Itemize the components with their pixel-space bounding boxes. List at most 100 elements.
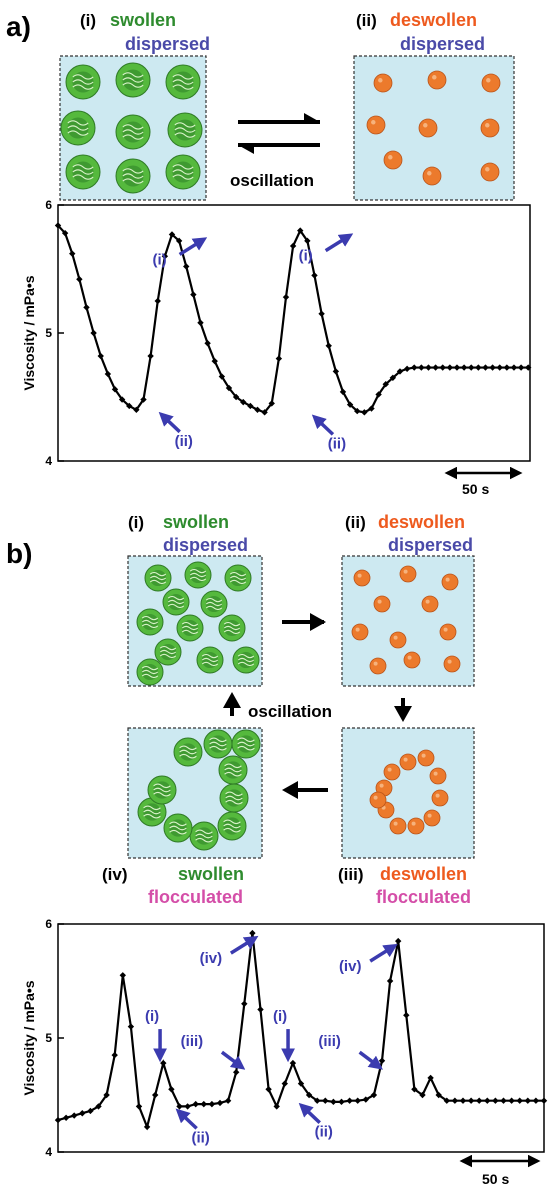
data-point <box>54 222 62 229</box>
data-point <box>516 1097 523 1104</box>
data-point <box>468 364 475 371</box>
panel-a-oscillation-label: oscillation <box>230 171 314 190</box>
swollen-microgel <box>115 62 151 98</box>
swollen-microgel <box>219 783 249 813</box>
data-point <box>322 1097 329 1104</box>
swollen-microgel <box>231 729 261 759</box>
data-point <box>524 1097 531 1104</box>
data-point <box>261 409 268 416</box>
swollen-microgel <box>60 110 96 146</box>
data-point <box>168 231 176 238</box>
data-point <box>475 364 482 371</box>
data-point <box>208 1100 216 1108</box>
swollen-microgel <box>189 821 219 851</box>
data-point <box>496 364 503 371</box>
data-point <box>152 1091 159 1099</box>
data-point <box>339 388 347 396</box>
data-point <box>161 253 169 260</box>
annotation-label: (ii) <box>175 433 193 450</box>
panel-b-state-iv-roman: (iv) <box>102 865 128 884</box>
swollen-microgel <box>224 564 252 592</box>
deswollen-microgel <box>366 115 386 135</box>
data-point <box>97 352 104 360</box>
deswollen-microgel <box>399 565 417 583</box>
data-point <box>484 1097 491 1104</box>
panel-a-viscosity-chart: 4 5 6 Viscosity / mPa•s (i) (ii) (i) (ii) <box>21 198 532 468</box>
data-point <box>304 237 311 245</box>
data-point <box>311 272 318 279</box>
data-point <box>396 368 404 375</box>
swollen-microgel <box>218 755 248 785</box>
data-point <box>119 972 126 979</box>
data-point <box>140 396 147 403</box>
data-point <box>127 1023 135 1030</box>
deswollen-microgel <box>441 573 459 591</box>
panel-b-state-iv-flocculated: flocculated <box>148 887 243 907</box>
annotation-label: (i) <box>273 1008 287 1025</box>
panel-b-state-iii-flocculated: flocculated <box>376 887 471 907</box>
data-point <box>281 1080 288 1087</box>
annotation-arrow <box>178 237 208 256</box>
data-point <box>500 1097 507 1104</box>
data-point <box>346 401 354 408</box>
data-point <box>395 937 402 945</box>
annotation-arrow <box>175 1108 198 1130</box>
data-point <box>375 391 382 398</box>
panel-b-state-ii-dispersed: dispersed <box>388 535 473 555</box>
deswollen-microgel <box>443 655 461 673</box>
data-point <box>62 1114 70 1121</box>
annotation-arrow <box>369 943 398 963</box>
data-point <box>297 1080 305 1087</box>
swollen-microgel <box>65 64 101 100</box>
data-point <box>297 227 304 234</box>
panel-a-state-i-swollen: swollen <box>110 10 176 30</box>
data-point <box>241 1000 248 1007</box>
deswollen-microgel <box>431 789 449 807</box>
annotation-label: (ii) <box>328 435 346 452</box>
panel-b-state-i-dispersed: dispersed <box>163 535 248 555</box>
data-point <box>368 405 375 412</box>
data-point <box>224 1097 232 1104</box>
data-point <box>265 1086 272 1093</box>
deswollen-microgel <box>421 595 439 613</box>
deswollen-microgel <box>480 118 500 138</box>
annotation-label: (iv) <box>339 958 362 975</box>
deswollen-microgel <box>369 791 387 809</box>
data-point <box>325 342 332 349</box>
data-point <box>247 402 254 410</box>
data-point <box>425 364 432 371</box>
swollen-microgel <box>136 658 164 686</box>
swollen-microgel <box>167 112 203 148</box>
panel-b-state-i-roman: (i) <box>128 513 144 532</box>
data-point <box>525 364 532 371</box>
deswollen-microgel <box>373 595 391 613</box>
panel-b-scale-bar-label: 50 s <box>482 1171 509 1187</box>
data-point <box>354 407 361 415</box>
deswollen-microgel <box>403 651 421 669</box>
data-point <box>419 1091 426 1099</box>
data-point <box>532 1097 540 1104</box>
data-point <box>446 364 454 371</box>
data-point <box>61 229 69 237</box>
swollen-microgel <box>154 638 182 666</box>
data-point <box>318 310 325 317</box>
swollen-microgel <box>136 608 164 636</box>
data-point <box>330 1098 337 1106</box>
panel-a-state-ii-dispersed: dispersed <box>400 34 485 54</box>
annotation-arrow <box>229 935 259 955</box>
deswollen-microgel <box>418 118 438 138</box>
data-point <box>432 364 439 371</box>
y-tick-label: 4 <box>45 454 52 468</box>
annotation-label: (iv) <box>200 950 223 967</box>
panel-a-state-i-dispersed: dispersed <box>125 34 210 54</box>
annotation-label: (i) <box>299 248 313 265</box>
data-point <box>435 1091 442 1099</box>
data-point <box>403 1012 410 1019</box>
panel-a-state-i-roman: (i) <box>80 11 96 30</box>
deswollen-microgel <box>389 631 407 649</box>
data-point <box>476 1097 483 1104</box>
panel-a-state-ii-roman: (ii) <box>356 11 377 30</box>
data-point <box>382 381 389 388</box>
swollen-microgel <box>217 811 247 841</box>
